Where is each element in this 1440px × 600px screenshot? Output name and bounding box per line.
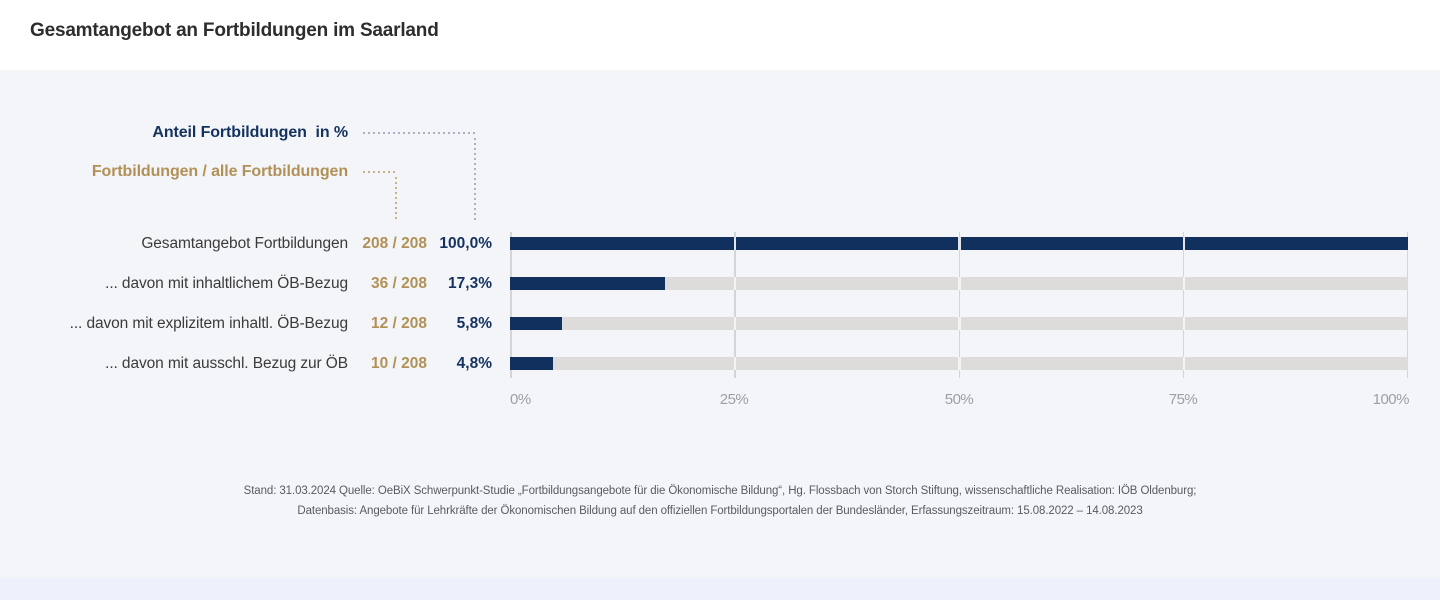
row-count-value: 36 / 208 [370, 275, 427, 292]
bar-grid-slit [958, 357, 961, 370]
legend-percent-label: Anteil Fortbildungen in % [152, 124, 348, 141]
row-category-label: ... davon mit ausschl. Bezug zur ÖB [105, 355, 348, 372]
bar-fill [510, 277, 666, 290]
title-band: Gesamtangebot an Fortbildungen im Saarla… [0, 0, 1440, 70]
x-axis-tick-label: 75% [1168, 391, 1198, 408]
bar-grid-slit [1182, 277, 1185, 290]
bar-grid-slit [1182, 317, 1185, 330]
bar-fill [510, 357, 554, 370]
gridline-25 [734, 232, 736, 378]
bar-grid-slit [958, 317, 961, 330]
bar-grid-slit [733, 317, 736, 330]
row-category-label: Gesamtangebot Fortbildungen [141, 235, 348, 252]
row-count-value: 10 / 208 [370, 355, 427, 372]
legend-ratio-label: Fortbildungen / alle Fortbildungen [91, 163, 348, 180]
gridline-100 [1406, 232, 1408, 378]
row-category-label: ... davon mit explizitem inhaltl. ÖB-Bez… [69, 315, 348, 332]
leader-line-percent-vertical [474, 138, 476, 222]
bar-grid-slit [733, 357, 736, 370]
gridline-50 [958, 232, 960, 378]
row-percent-value: 100,0% [439, 235, 492, 252]
table-row: Gesamtangebot Fortbildungen 208 / 208 10… [0, 234, 1440, 254]
x-axis-tick-label: 0% [510, 391, 531, 408]
source-note-line-2: Datenbasis: Angebote für Lehrkräfte der … [297, 505, 1143, 517]
bar-track [510, 237, 1408, 250]
leader-line-ratio-horizontal [363, 171, 398, 173]
bar-grid-slit [1182, 237, 1185, 250]
bar-track [510, 317, 1408, 330]
row-category-label: ... davon mit inhaltlichem ÖB-Bezug [105, 275, 348, 292]
plot-area [510, 232, 1408, 378]
leader-line-ratio-vertical [395, 177, 397, 221]
table-row: ... davon mit inhaltlichem ÖB-Bezug 36 /… [0, 274, 1440, 294]
table-row: ... davon mit ausschl. Bezug zur ÖB 10 /… [0, 354, 1440, 374]
bar-fill [510, 317, 563, 330]
row-percent-value: 4,8% [456, 355, 492, 372]
bar-track [510, 357, 1408, 370]
row-percent-value: 5,8% [456, 315, 492, 332]
table-row: ... davon mit explizitem inhaltl. ÖB-Bez… [0, 314, 1440, 334]
x-axis-tick-label: 25% [719, 391, 749, 408]
x-axis-tick-label: 50% [944, 391, 974, 408]
row-percent-value: 17,3% [448, 275, 492, 292]
chart-panel [0, 70, 1440, 600]
bar-grid-slit [958, 277, 961, 290]
leader-line-percent-horizontal [363, 132, 476, 134]
row-count-value: 208 / 208 [362, 235, 427, 252]
bottom-accent-strip [0, 578, 1440, 600]
gridline-0 [510, 232, 512, 378]
row-count-value: 12 / 208 [370, 315, 427, 332]
bar-grid-slit [1182, 357, 1185, 370]
bar-grid-slit [958, 237, 961, 250]
bar-grid-slit [733, 277, 736, 290]
x-axis-tick-label: 100% [1372, 391, 1410, 408]
page-title: Gesamtangebot an Fortbildungen im Saarla… [30, 20, 439, 41]
gridline-75 [1182, 232, 1184, 378]
source-note-line-1: Stand: 31.03.2024 Quelle: OeBiX Schwerpu… [243, 485, 1197, 497]
bar-track [510, 277, 1408, 290]
bar-grid-slit [733, 237, 736, 250]
